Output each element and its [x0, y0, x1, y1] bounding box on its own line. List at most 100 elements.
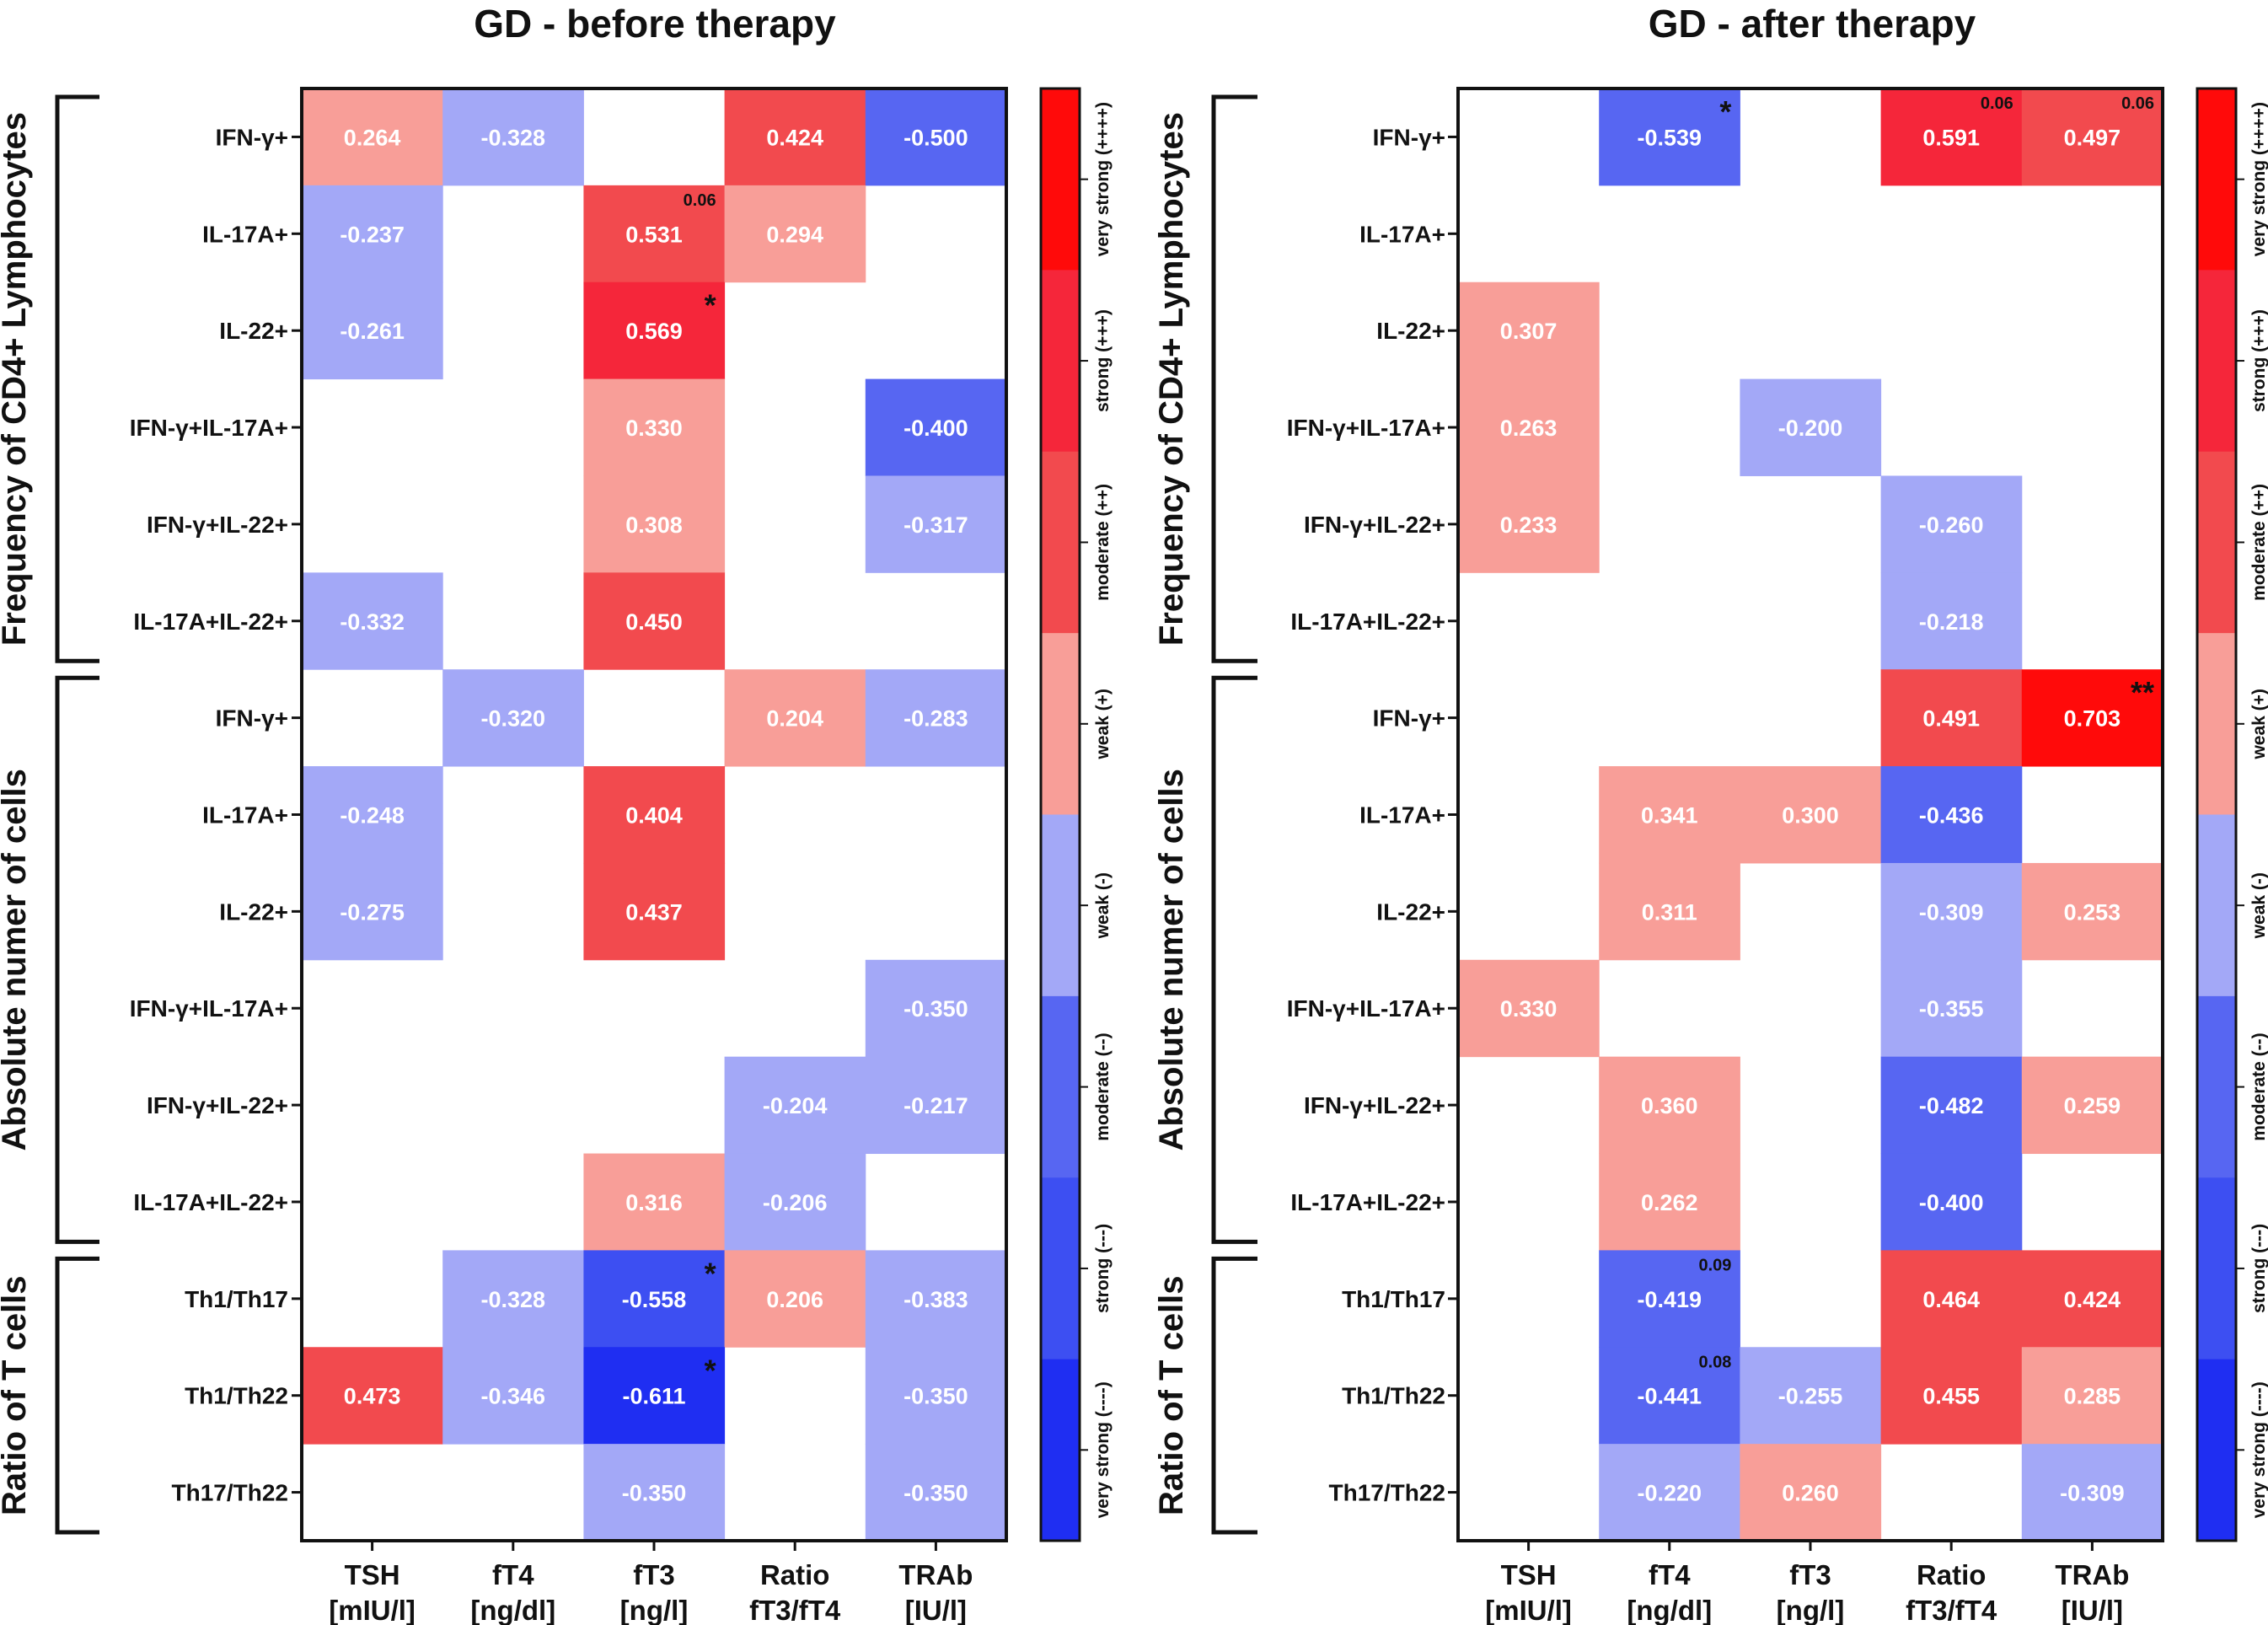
significance-annotation: 0.06 — [1981, 94, 2013, 113]
heatmap-cell — [1599, 862, 1740, 961]
heatmap-cell — [865, 669, 1007, 767]
legend-label: very strong (++++) — [1093, 102, 1113, 256]
cell-value-label: -0.309 — [2060, 1481, 2125, 1506]
cell-value-label: -0.441 — [1638, 1384, 1702, 1409]
row-label: IFN-γ+IL-17A+ — [1287, 415, 1445, 441]
legend-swatch — [1041, 270, 1080, 453]
cell-value-label: 0.294 — [766, 222, 823, 247]
significance-annotation: 0.06 — [684, 191, 716, 210]
column-label: [IU/l] — [905, 1595, 967, 1625]
heatmap-cell — [724, 88, 866, 186]
legend-label: strong (+++) — [2249, 309, 2268, 412]
cell-value-label: -0.328 — [481, 1287, 546, 1312]
row-label: IL-17A+ — [202, 221, 288, 247]
heatmap-cell — [865, 1347, 1007, 1445]
heatmap-cell — [442, 1250, 584, 1348]
legend-frame — [1039, 87, 1081, 1542]
heatmap-cell — [1458, 378, 1600, 476]
legend-swatch — [1041, 1359, 1080, 1542]
cell-value-label: -0.283 — [903, 706, 968, 732]
row-label: Th1/Th22 — [185, 1383, 288, 1409]
column-label: TSH — [345, 1559, 400, 1590]
column-label: [mIU/l] — [1485, 1595, 1572, 1625]
cell-value-label: 0.264 — [344, 125, 401, 150]
group-label: Frequency of CD4+ Lymphocytes — [1153, 112, 1190, 646]
cell-value-label: 0.464 — [1922, 1287, 1980, 1312]
heatmap-cell — [1880, 669, 2023, 767]
column-label: fT4 — [492, 1559, 534, 1590]
cell-value-label: -0.346 — [481, 1384, 546, 1409]
heatmap-cell — [1458, 959, 1600, 1058]
legend-label: moderate (++) — [1093, 484, 1113, 601]
cell-value-label: 0.285 — [2064, 1384, 2121, 1409]
column-label: Ratio — [1917, 1559, 1987, 1590]
cell-value-label: 0.473 — [344, 1384, 401, 1409]
heatmap-cell — [302, 1347, 443, 1445]
legend-label: moderate (--) — [1093, 1032, 1113, 1140]
row-label: IL-17A+IL-22+ — [1290, 609, 1445, 635]
cell-value-label: -0.383 — [903, 1287, 968, 1312]
cell-value-label: -0.204 — [763, 1093, 828, 1118]
row-label: Th17/Th22 — [172, 1480, 288, 1506]
legend-label: very strong (++++) — [2249, 102, 2268, 256]
legend-swatch — [2197, 814, 2236, 997]
legend-label: very strong (----) — [1093, 1381, 1113, 1518]
group-label: Ratio of T cells — [1153, 1275, 1190, 1515]
cell-value-label: -0.436 — [1919, 803, 1984, 829]
cell-value-label: -0.206 — [763, 1190, 828, 1215]
legend-label: weak (+) — [2249, 689, 2268, 759]
heatmap-cell — [302, 862, 443, 961]
cell-value-label: -0.400 — [1919, 1190, 1984, 1215]
heatmap-cell — [442, 1347, 584, 1445]
heatmap-cell — [1880, 88, 2023, 186]
column-label: [ng/dl] — [470, 1595, 555, 1625]
cell-value-label: 0.437 — [625, 899, 683, 925]
cell-value-label: -0.611 — [622, 1384, 685, 1409]
heatmap-cell — [1458, 475, 1600, 573]
cell-value-label: -0.332 — [340, 609, 405, 635]
heatmap-cell — [1880, 1056, 2023, 1155]
cell-value-label: 0.424 — [2064, 1287, 2121, 1312]
heatmap-cell — [583, 862, 726, 961]
heatmap-cell — [724, 185, 866, 283]
column-label: TRAb — [2055, 1559, 2129, 1590]
legend-swatch — [1041, 633, 1080, 815]
legend-swatch — [1041, 995, 1080, 1178]
cell-value-label: 0.531 — [625, 222, 683, 247]
group-label: Absolute numer of cells — [1153, 769, 1190, 1150]
legend-swatch — [2197, 88, 2236, 271]
heatmap-cell — [865, 1444, 1007, 1542]
cell-value-label: 0.491 — [1922, 706, 1980, 732]
heatmap-cell — [2021, 1347, 2163, 1445]
significance-annotation: * — [705, 1256, 716, 1290]
row-label: IFN-γ+IL-17A+ — [1287, 995, 1445, 1022]
cell-value-label: 0.360 — [1641, 1093, 1698, 1118]
cell-value-label: -0.400 — [903, 416, 968, 441]
heatmap-cell — [1599, 1056, 1740, 1155]
cell-value-label: -0.218 — [1919, 609, 1984, 635]
cell-value-label: -0.419 — [1638, 1287, 1702, 1312]
row-label: IL-17A+ — [1359, 221, 1445, 247]
legend-swatch — [2197, 1359, 2236, 1542]
heatmap-cell — [865, 475, 1007, 573]
heatmap-cell — [302, 572, 443, 670]
heatmap-cell — [583, 572, 726, 670]
heatmap-cell — [865, 378, 1007, 476]
row-label: Th1/Th17 — [185, 1286, 288, 1312]
heatmap-cell — [1880, 1347, 2023, 1445]
significance-annotation: * — [705, 288, 716, 323]
cell-value-label: -0.558 — [622, 1287, 687, 1312]
heatmap-cell — [1599, 88, 1740, 186]
cell-value-label: -0.355 — [1919, 996, 1984, 1022]
group-label: Absolute numer of cells — [0, 769, 33, 1150]
significance-annotation: 0.08 — [1698, 1353, 1731, 1371]
column-label: fT3/fT4 — [1906, 1595, 1997, 1625]
row-label: IFN-γ+IL-22+ — [1304, 512, 1445, 538]
row-label: IFN-γ+ — [216, 124, 288, 150]
cell-value-label: -0.309 — [1919, 899, 1984, 925]
heatmap-cell — [1880, 766, 2023, 864]
cell-value-label: 0.206 — [766, 1287, 823, 1312]
cell-value-label: -0.217 — [903, 1093, 968, 1118]
heatmap-cell — [583, 282, 726, 380]
cell-value-label: 0.233 — [1500, 512, 1558, 538]
